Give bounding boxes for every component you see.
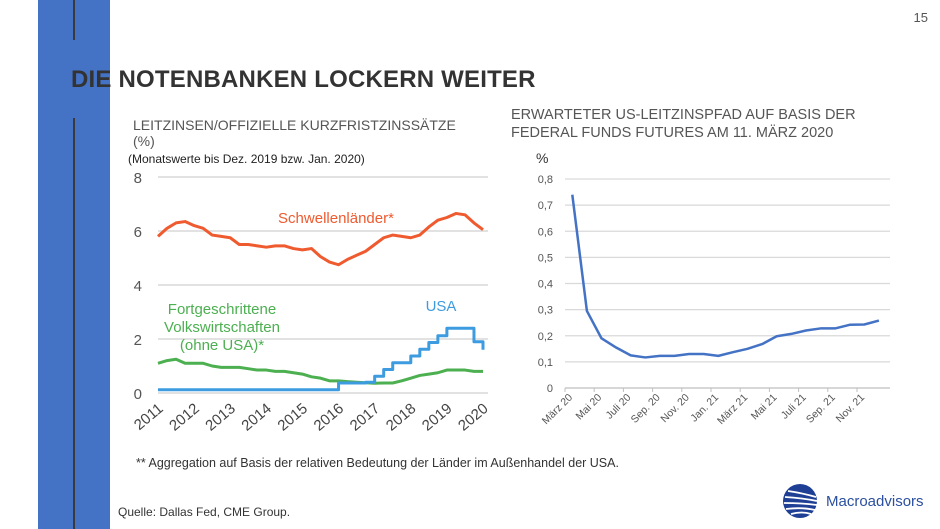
left-chart-title-line1: LEITZINSEN/OFFIZIELLE KURZFRISTZINSSÄTZE: [133, 117, 456, 133]
y-tick-label: 0,7: [538, 200, 553, 212]
y-axis-unit: %: [536, 150, 548, 166]
divider-line: [73, 118, 75, 529]
x-tick-label: 2019: [419, 400, 455, 434]
x-tick-label: Nov. 20: [658, 392, 692, 426]
series-line-advanced: [157, 357, 483, 385]
x-tick-label: 2018: [383, 400, 419, 434]
x-tick-label: 2017: [347, 400, 383, 434]
series-label-advanced: Volkswirtschaften: [164, 319, 280, 336]
y-tick-label: 0,2: [538, 331, 553, 343]
source-note: Quelle: Dallas Fed, CME Group.: [118, 505, 291, 519]
x-tick-label: Mai 21: [749, 392, 780, 423]
y-tick-label: 0: [547, 383, 553, 395]
x-tick-label: Nov. 21: [834, 392, 868, 426]
left-chart-note: (Monatswerte bis Dez. 2019 bzw. Jan. 202…: [128, 152, 365, 166]
right-chart-title-line2: FEDERAL FUNDS FUTURES AM 11. MÄRZ 2020: [511, 125, 834, 141]
y-tick-label: 0,8: [538, 174, 553, 186]
y-tick-label: 0,4: [538, 279, 553, 291]
divider-line: [73, 0, 75, 40]
y-tick-label: 6: [134, 224, 142, 241]
x-tick-label: 2012: [166, 400, 202, 434]
y-tick-label: 0,3: [538, 305, 553, 317]
globe-logo-icon: [783, 484, 818, 518]
footnote: ** Aggregation auf Basis der relativen B…: [136, 456, 619, 470]
y-tick-label: 4: [134, 278, 142, 295]
y-tick-label: 0: [134, 386, 142, 403]
y-tick-label: 0,5: [538, 252, 553, 264]
x-tick-label: 2016: [311, 400, 347, 434]
y-tick-label: 2: [134, 332, 142, 349]
right-chart-title-line1: ERWARTETER US-LEITZINSPFAD AUF BASIS DER: [511, 107, 856, 123]
x-tick-label: Sep. 21: [804, 392, 838, 426]
x-tick-label: Mai 20: [574, 392, 605, 423]
series-line-usa: [158, 326, 485, 392]
x-tick-label: 2020: [455, 400, 491, 434]
y-tick-label: 0,6: [538, 226, 553, 238]
x-tick-label: März 21: [715, 392, 750, 427]
series-label-usa: USA: [426, 298, 457, 315]
x-tick-label: 2011: [131, 400, 167, 434]
page-number: 15: [913, 10, 928, 25]
y-tick-label: 8: [134, 170, 142, 187]
logo-text: Macroadvisors: [826, 492, 924, 510]
x-tick-label: 2014: [238, 400, 274, 434]
x-tick-label: 2013: [202, 400, 238, 434]
left-chart-title: LEITZINSEN/OFFIZIELLE KURZFRISTZINSSÄTZE…: [133, 117, 456, 149]
page-title: DIE NOTENBANKEN LOCKERN WEITER: [71, 66, 536, 93]
x-tick-label: 2015: [275, 400, 311, 434]
series-line-us-rate-path: [571, 194, 880, 359]
right-chart-title: ERWARTETER US-LEITZINSPFAD AUF BASIS DER…: [511, 106, 856, 142]
series-label-emerging: Schwellenländer*: [278, 210, 394, 227]
logo: Macroadvisors: [782, 483, 924, 519]
x-tick-label: Sep. 20: [629, 392, 663, 426]
series-label-advanced: Fortgeschrittene: [168, 301, 276, 318]
series-line-emerging: [156, 211, 484, 267]
x-tick-label: März 20: [540, 392, 575, 427]
y-tick-label: 0,1: [538, 357, 553, 369]
series-label-advanced: (ohne USA)*: [180, 337, 264, 354]
left-chart-unit: (%): [133, 133, 155, 149]
